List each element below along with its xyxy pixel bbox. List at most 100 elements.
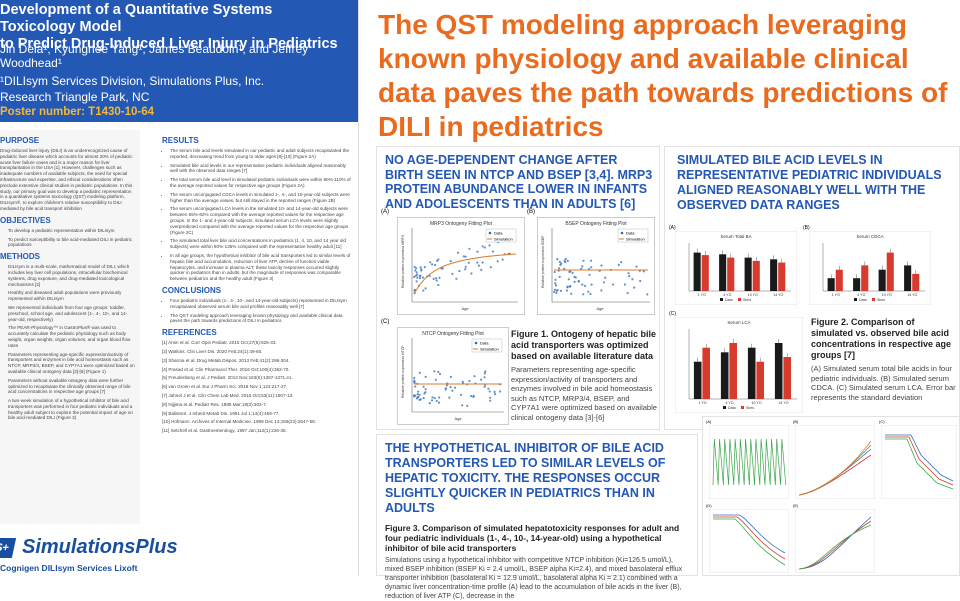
data-point xyxy=(413,275,416,278)
plot-lines xyxy=(712,438,787,486)
caption-text: (A) Simulated serum total bile acids in … xyxy=(811,364,956,402)
panel-hepatotoxicity: THE HYPOTHETICAL INHIBITOR OF BILE ACID … xyxy=(376,434,698,600)
references-heading: REFERENCES xyxy=(162,328,217,338)
data-point xyxy=(558,275,561,278)
list-item: Parameters without available ontogeny da… xyxy=(8,378,136,395)
bar xyxy=(886,252,894,291)
data-point xyxy=(422,396,425,400)
legend-sim: Sims xyxy=(877,298,885,302)
data-point xyxy=(600,289,603,292)
data-point xyxy=(413,379,416,382)
data-point xyxy=(564,257,567,260)
data-point xyxy=(477,264,480,267)
bar xyxy=(693,252,701,291)
figure-ntcp: NTCP Ontogeny Fitting Plot Relative prot… xyxy=(397,327,509,425)
data-point xyxy=(467,261,470,264)
bar xyxy=(719,254,727,291)
data-point xyxy=(489,399,492,402)
data-point xyxy=(414,385,417,388)
bar xyxy=(744,257,752,291)
data-point xyxy=(438,372,442,376)
plot-title: MRP3 Ontogeny Fitting Plot xyxy=(430,221,493,227)
bar xyxy=(904,265,912,291)
data-point xyxy=(480,378,483,381)
data-point xyxy=(434,263,437,267)
list-item: We represented individuals from four age… xyxy=(8,305,136,322)
panel-label: (C) xyxy=(879,419,885,424)
data-point xyxy=(423,265,426,269)
ntcp-scatter: NTCP Ontogeny Fitting Plot Relative prot… xyxy=(401,331,504,421)
list-item: The simulated total liver bile acid conc… xyxy=(170,238,353,250)
results-heading: RESULTS xyxy=(162,136,199,145)
list-item: [9] Balistreri. J Inherit Metab Dis. 199… xyxy=(162,410,280,416)
poster-number: Poster number: T1430-10-64 xyxy=(0,106,155,118)
data-point xyxy=(431,396,434,399)
objectives-list: To develop a pediatric representation wi… xyxy=(0,228,136,248)
list-item: [7] Jahnel J et al. Clin Chem Lab Med. 2… xyxy=(162,392,294,398)
data-point xyxy=(476,261,479,264)
list-item: In all age groups, the hypothetical inhi… xyxy=(170,253,353,282)
data-point xyxy=(422,289,425,292)
data-point xyxy=(428,402,431,405)
data-point xyxy=(416,276,419,279)
data-point xyxy=(413,288,416,291)
data-point xyxy=(560,262,563,265)
data-point xyxy=(435,399,438,402)
data-point xyxy=(451,389,454,392)
list-item: The serum bile acid levels simulated in … xyxy=(170,148,353,160)
data-point xyxy=(580,267,583,270)
company-logo: S+ SimulationsPlus Cognigen DILIsym Serv… xyxy=(0,532,358,576)
tick-label: 1 YO xyxy=(698,401,706,405)
legend-sim: Simulation xyxy=(480,347,499,352)
data-point xyxy=(422,276,425,279)
data-point xyxy=(444,387,447,390)
list-item: [2] Watkins. Clin Liver Dis. 2020 Feb;24… xyxy=(162,348,263,354)
tick-label: 14 YO xyxy=(907,293,917,297)
tick-label: 1 YO xyxy=(832,293,840,297)
poster-preview: Development of a Quantitative Systems To… xyxy=(0,0,359,576)
data-point xyxy=(493,390,496,393)
data-point xyxy=(590,266,593,269)
caption-text: Simulations using a hypothetical inhibit… xyxy=(385,557,683,600)
page-title: The QST modeling approach leveraging kno… xyxy=(378,9,948,142)
data-point xyxy=(433,397,436,400)
data-point xyxy=(639,279,642,283)
data-point xyxy=(415,271,418,274)
data-point xyxy=(416,273,419,276)
data-point xyxy=(600,264,603,267)
panel-ontogeny: NO AGE-DEPENDENT CHANGE AFTER BIRTH SEEN… xyxy=(376,146,660,430)
data-point xyxy=(470,272,473,275)
list-item: [11] Setchell et al. Gastroenterology. 1… xyxy=(162,428,287,434)
data-point xyxy=(414,269,417,272)
legend-sim: Sims xyxy=(746,406,754,410)
data-point xyxy=(438,276,441,279)
data-point xyxy=(472,395,475,398)
data-point xyxy=(460,393,463,396)
bar xyxy=(835,269,843,291)
list-item: To predict susceptibility to bile acid-m… xyxy=(8,237,136,249)
data-point xyxy=(453,386,457,389)
bar xyxy=(861,265,869,291)
list-item: The total serum bile acid level in simul… xyxy=(170,177,353,189)
data-point xyxy=(573,275,576,279)
data-point xyxy=(566,285,569,288)
conclusions-heading: CONCLUSIONS xyxy=(162,285,222,295)
data-point xyxy=(555,289,558,292)
data-point xyxy=(468,379,471,383)
data-point xyxy=(413,376,416,380)
bar xyxy=(720,352,729,399)
data-point xyxy=(476,250,479,253)
caption-heading: Figure 1. Ontogeny of hepatic bile acid … xyxy=(511,329,657,361)
data-point xyxy=(642,270,645,273)
data-point xyxy=(481,245,484,248)
data-point xyxy=(581,265,584,268)
data-point xyxy=(437,258,440,261)
data-point xyxy=(430,399,434,402)
chart-title: Serum CDCA xyxy=(856,234,883,239)
data-point xyxy=(484,370,487,373)
data-point xyxy=(570,292,573,295)
data-point xyxy=(568,285,571,288)
data-point xyxy=(415,280,418,283)
data-point xyxy=(646,293,649,296)
panel-label: (E) xyxy=(793,503,799,508)
